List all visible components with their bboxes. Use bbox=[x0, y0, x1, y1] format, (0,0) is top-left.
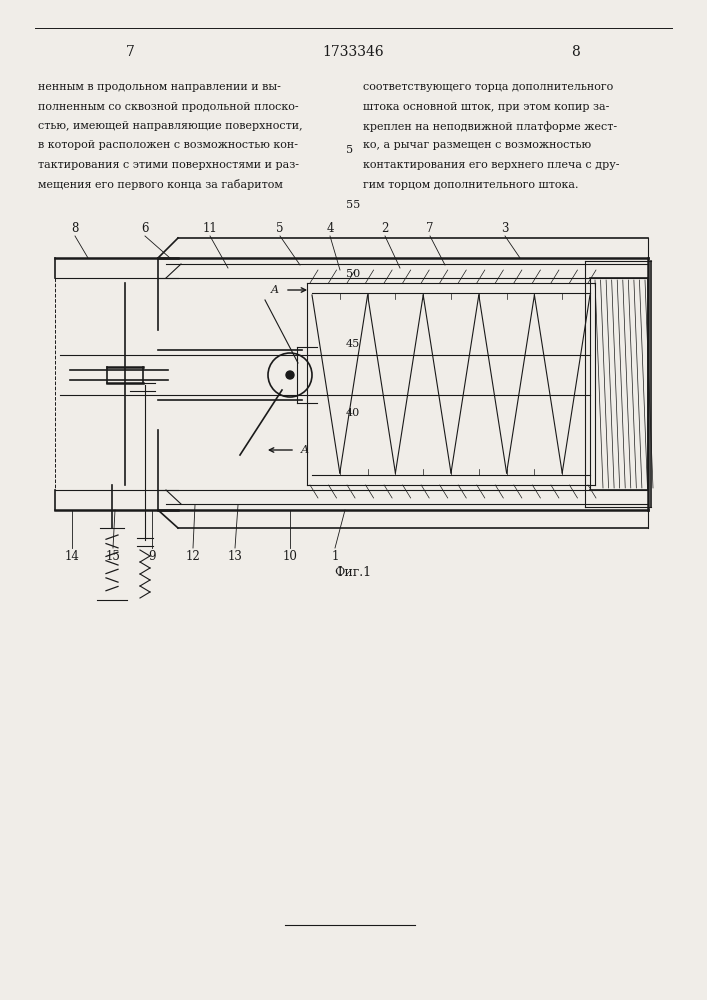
Text: 14: 14 bbox=[64, 550, 79, 562]
Text: штока основной шток, при этом копир за-: штока основной шток, при этом копир за- bbox=[363, 102, 609, 111]
Text: A: A bbox=[301, 445, 309, 455]
Text: 1733346: 1733346 bbox=[322, 45, 384, 59]
Text: 8: 8 bbox=[71, 222, 78, 234]
Text: 12: 12 bbox=[186, 550, 200, 562]
Text: 5: 5 bbox=[276, 222, 284, 234]
Text: 45: 45 bbox=[346, 339, 360, 349]
Text: 7: 7 bbox=[126, 45, 134, 59]
Text: 5: 5 bbox=[346, 145, 354, 155]
Text: полненным со сквозной продольной плоско-: полненным со сквозной продольной плоско- bbox=[38, 102, 298, 111]
Text: ко, а рычаг размещен с возможностью: ко, а рычаг размещен с возможностью bbox=[363, 140, 591, 150]
Text: 3: 3 bbox=[501, 222, 509, 234]
Text: соответствующего торца дополнительного: соответствующего торца дополнительного bbox=[363, 82, 613, 92]
Text: тактирования с этими поверхностями и раз-: тактирования с этими поверхностями и раз… bbox=[38, 160, 299, 170]
Text: 15: 15 bbox=[105, 550, 120, 562]
Text: 40: 40 bbox=[346, 408, 360, 418]
Text: Фиг.1: Фиг.1 bbox=[334, 566, 372, 578]
Text: 9: 9 bbox=[148, 550, 156, 562]
Text: 7: 7 bbox=[426, 222, 434, 234]
Text: в которой расположен с возможностью кон-: в которой расположен с возможностью кон- bbox=[38, 140, 298, 150]
Text: стью, имеющей направляющие поверхности,: стью, имеющей направляющие поверхности, bbox=[38, 121, 303, 131]
Circle shape bbox=[286, 371, 294, 379]
Text: 8: 8 bbox=[572, 45, 580, 59]
Text: 6: 6 bbox=[141, 222, 148, 234]
Text: 1: 1 bbox=[332, 550, 339, 562]
Text: 2: 2 bbox=[381, 222, 389, 234]
Text: A: A bbox=[271, 285, 279, 295]
Text: креплен на неподвижной платформе жест-: креплен на неподвижной платформе жест- bbox=[363, 121, 617, 132]
Text: гим торцом дополнительного штока.: гим торцом дополнительного штока. bbox=[363, 180, 578, 190]
Text: 10: 10 bbox=[283, 550, 298, 562]
Text: контактирования его верхнего плеча с дру-: контактирования его верхнего плеча с дру… bbox=[363, 160, 619, 170]
Text: 11: 11 bbox=[203, 222, 217, 234]
Text: мещения его первого конца за габаритом: мещения его первого конца за габаритом bbox=[38, 180, 283, 190]
Text: 13: 13 bbox=[228, 550, 243, 562]
Text: 50: 50 bbox=[346, 269, 360, 279]
Text: ненным в продольном направлении и вы-: ненным в продольном направлении и вы- bbox=[38, 82, 281, 92]
Text: 55: 55 bbox=[346, 200, 360, 210]
Text: 4: 4 bbox=[326, 222, 334, 234]
